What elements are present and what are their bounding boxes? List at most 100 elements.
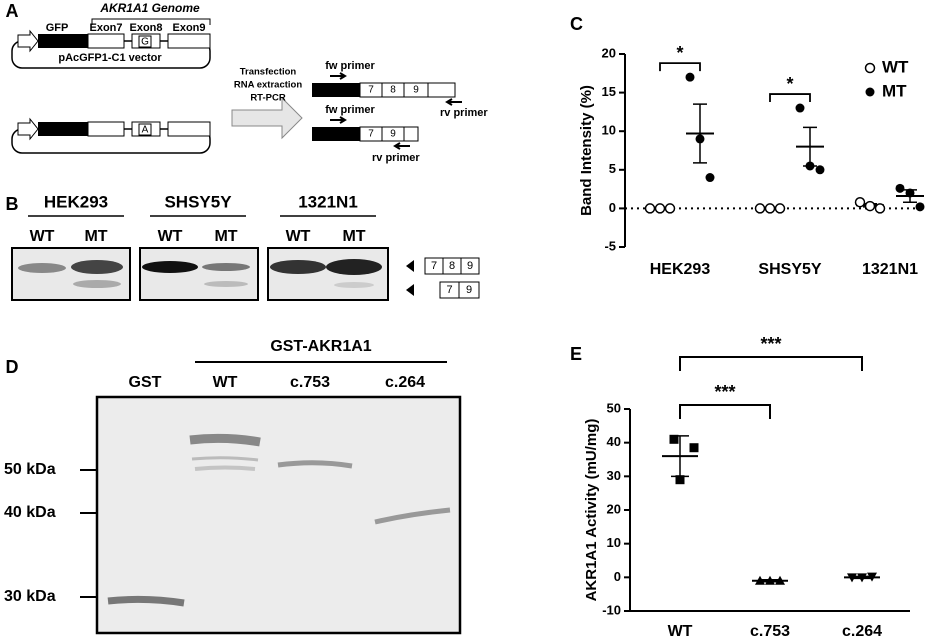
label: Exon9 (172, 22, 205, 34)
label: D (6, 357, 19, 377)
label: 9 (390, 129, 396, 140)
exon-box (87, 33, 125, 49)
label: WT (286, 228, 311, 245)
point (795, 103, 805, 113)
y-tick-label: 40 (607, 434, 621, 449)
point (764, 203, 776, 214)
sig-bracket (769, 93, 811, 103)
y-tick-label: -5 (604, 238, 616, 253)
point (854, 196, 866, 208)
label: 7 (368, 129, 374, 140)
point (689, 443, 699, 453)
x-tick-label: c.264 (842, 623, 882, 640)
promoter (17, 117, 39, 141)
sig-label: *** (714, 382, 735, 402)
point (705, 173, 715, 183)
label: c.753 (290, 374, 330, 391)
point (905, 188, 915, 198)
label: A (6, 1, 19, 21)
error-bar (693, 103, 707, 164)
label: B (6, 194, 19, 214)
y-axis-label: AKR1A1 Activity (mU/mg) (583, 419, 600, 602)
label: MT (84, 228, 107, 245)
label: HEK293 (44, 192, 108, 211)
label: MT (342, 228, 365, 245)
label: Transfection (240, 67, 297, 78)
label: 30 kDa (4, 588, 56, 605)
sig-bracket (679, 404, 771, 419)
label: WT (213, 374, 238, 391)
exon-box (87, 121, 125, 137)
label: Exon7 (89, 22, 122, 34)
label: MT (214, 228, 237, 245)
band (270, 260, 326, 274)
x-tick-label: WT (668, 623, 693, 640)
y-tick-label: -10 (602, 602, 621, 617)
point (864, 200, 876, 212)
point (864, 62, 876, 74)
label: c.264 (385, 374, 425, 391)
point (664, 203, 676, 214)
label: 7 (368, 85, 374, 96)
label: 7 (431, 260, 437, 272)
band (277, 460, 353, 469)
y-tick-label: 0 (614, 569, 621, 584)
band (326, 259, 382, 275)
bracket (91, 18, 211, 25)
label: Exon8 (129, 22, 162, 34)
band (202, 263, 250, 271)
primer-arrow (393, 142, 410, 150)
gfp-box (312, 83, 360, 97)
label: GST (129, 374, 162, 391)
point (644, 203, 656, 214)
label: rv primer (372, 152, 420, 164)
band (142, 261, 198, 273)
point (865, 87, 875, 97)
point (695, 134, 705, 144)
point (867, 572, 877, 582)
x-tick-label: c.753 (750, 623, 790, 640)
label: WT (158, 228, 183, 245)
pointer (406, 260, 414, 272)
label: pAcGFP1-C1 vector (58, 52, 162, 64)
sig-bracket (679, 356, 863, 371)
label: RNA extraction (234, 80, 302, 91)
point (685, 72, 695, 82)
y-tick-label: 15 (602, 84, 616, 99)
point (895, 183, 905, 193)
point (847, 573, 857, 583)
label: RT-PCR (250, 93, 286, 104)
band (374, 507, 451, 525)
band (189, 433, 261, 447)
pointer (406, 284, 414, 296)
exon-box (167, 121, 211, 137)
legend-label: WT (882, 57, 909, 76)
label: rv primer (440, 107, 488, 119)
label: 9 (466, 284, 472, 296)
point (654, 203, 666, 214)
label: 8 (390, 85, 396, 96)
label: fw primer (325, 60, 375, 72)
y-tick-label: 10 (602, 123, 616, 138)
point (857, 573, 867, 583)
band (194, 465, 256, 471)
gfp-box (312, 127, 360, 141)
label: G (141, 37, 149, 48)
panel-label: C (570, 14, 583, 34)
band (191, 456, 259, 462)
product-box (359, 82, 456, 98)
label: 9 (413, 85, 419, 96)
y-tick-label: 10 (607, 535, 621, 550)
band (204, 281, 248, 287)
point (874, 203, 886, 214)
label: GFP (46, 22, 69, 34)
gfp-box (38, 34, 88, 48)
band (73, 280, 121, 288)
x-tick-label: 1321N1 (862, 261, 918, 278)
label: AKR1A1 Genome (99, 1, 200, 15)
point (775, 575, 785, 585)
y-tick-label: 0 (609, 200, 616, 215)
point (805, 161, 815, 171)
sig-label: *** (760, 334, 781, 354)
band (107, 595, 185, 607)
